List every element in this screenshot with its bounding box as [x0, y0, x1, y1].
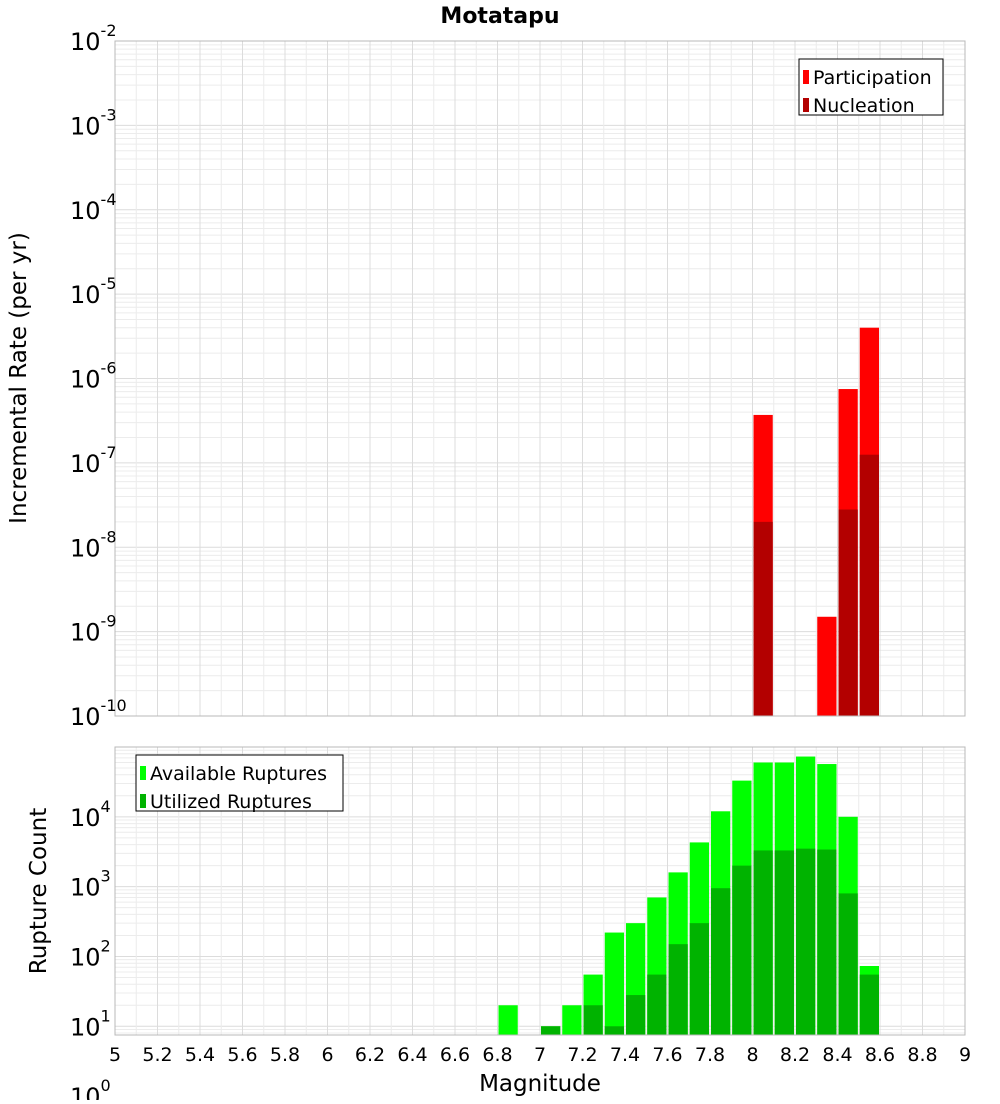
bar [859, 454, 879, 716]
bar [796, 848, 816, 1035]
y-tick-label: 100 [70, 1076, 111, 1100]
x-tick-label: 7 [534, 1044, 546, 1066]
x-tick-label: 5.6 [227, 1044, 257, 1066]
y-tick-label: 101 [70, 1006, 111, 1041]
x-tick-label: 5.2 [142, 1044, 172, 1066]
y-tick-label: 10-10 [70, 696, 127, 731]
bar [583, 1005, 603, 1035]
legend-swatch [140, 766, 146, 780]
bar [838, 509, 858, 716]
x-tick-label: 5.4 [185, 1044, 215, 1066]
bar [498, 1005, 518, 1035]
x-tick-label: 7.4 [610, 1044, 640, 1066]
legend: Available Ruptures Utilized Ruptures [135, 754, 344, 813]
x-tick-label: 8.2 [780, 1044, 810, 1066]
x-tick-label: 8.6 [865, 1044, 895, 1066]
bar [817, 849, 837, 1035]
y-tick-label: 103 [70, 867, 111, 902]
x-tick-label: 9 [959, 1044, 971, 1066]
legend-label: Participation [813, 67, 932, 89]
x-tick-label: 6.8 [482, 1044, 512, 1066]
bar [689, 923, 709, 1035]
x-tick-label: 6.6 [440, 1044, 470, 1066]
bar [604, 932, 624, 1035]
bottom-y-axis-label: Rupture Count [26, 808, 52, 974]
legend-box [135, 754, 344, 812]
legend-box [798, 58, 944, 116]
chart-title: Motatapu [440, 4, 559, 29]
y-tick-labels: 100 101 102 103 104 [70, 797, 111, 1104]
bar [859, 974, 879, 1035]
y-tick-label: 10-9 [70, 612, 117, 647]
x-tick-label: 7.2 [567, 1044, 597, 1066]
bar [604, 1026, 624, 1035]
x-tick-labels: 5 5.2 5.4 5.6 5.8 6 6.2 6.4 6.6 6.8 7 7.2 7.4 7.6 7.8 8… [109, 1044, 971, 1066]
top-plot-panel: 10-10 10-9 10-8 10-7 10-6 10-5 10-4 10-3 10-2 Par… [70, 21, 966, 731]
top-y-axis-label: Incremental Rate (per yr) [6, 232, 32, 524]
bar [774, 850, 794, 1035]
grid-lines [114, 40, 966, 717]
bars [498, 756, 879, 1035]
bars [753, 327, 879, 716]
bar [668, 944, 688, 1035]
y-tick-label: 104 [70, 797, 111, 832]
x-tick-label: 8 [746, 1044, 758, 1066]
y-tick-label: 102 [70, 936, 111, 971]
x-tick-label: 5.8 [270, 1044, 300, 1066]
x-axis-label: Magnitude [479, 1071, 601, 1097]
y-tick-label: 10-2 [70, 21, 117, 56]
y-tick-label: 10-5 [70, 274, 117, 309]
y-tick-label: 10-4 [70, 190, 117, 225]
bar [711, 888, 731, 1035]
x-tick-label: 7.6 [652, 1044, 682, 1066]
x-tick-label: 7.8 [695, 1044, 725, 1066]
legend-label: Nucleation [813, 95, 915, 117]
legend-swatch [803, 70, 809, 84]
bar [562, 1005, 582, 1035]
bar [753, 521, 773, 716]
bar [817, 616, 837, 716]
x-tick-label: 5 [109, 1044, 121, 1066]
plot-border [114, 40, 966, 717]
plot-border [114, 746, 966, 1036]
x-tick-label: 6 [321, 1044, 333, 1066]
bar [732, 865, 752, 1035]
y-tick-label: 10-6 [70, 359, 117, 394]
y-tick-label: 10-7 [70, 443, 117, 478]
legend: Participation Nucleation [798, 58, 944, 117]
bar [753, 850, 773, 1035]
bottom-plot-panel: 100 101 102 103 104 5 5.2 5.4 5.6 5.8 6 6.2 6.4 6.6 6.… [70, 746, 971, 1104]
bar [626, 995, 646, 1035]
legend-label: Available Ruptures [150, 763, 327, 785]
y-tick-labels: 10-10 10-9 10-8 10-7 10-6 10-5 10-4 10-3 10-2 [70, 21, 127, 731]
legend-label: Utilized Ruptures [150, 791, 312, 813]
bar [647, 974, 667, 1035]
legend-swatch [803, 98, 809, 112]
legend-swatch [140, 794, 146, 808]
x-tick-label: 6.2 [355, 1044, 385, 1066]
bar [838, 893, 858, 1035]
x-tick-label: 8.4 [822, 1044, 852, 1066]
x-tick-label: 6.4 [397, 1044, 427, 1066]
y-tick-label: 10-8 [70, 527, 117, 562]
x-tick-label: 8.8 [907, 1044, 937, 1066]
bar [541, 1026, 561, 1035]
y-tick-label: 10-3 [70, 105, 117, 140]
